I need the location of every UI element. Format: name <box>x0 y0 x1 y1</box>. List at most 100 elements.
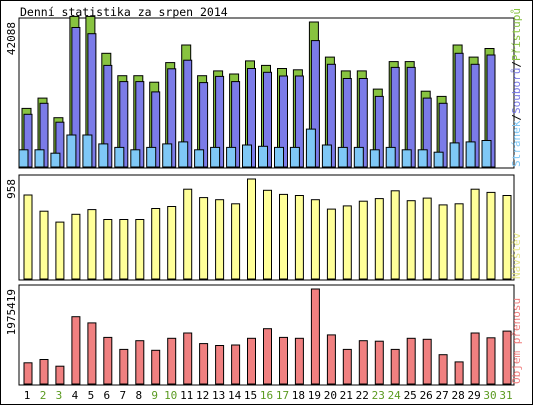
legend-middle: Návštěv <box>510 232 523 279</box>
bar-objem-p-enosu-27 <box>438 354 448 385</box>
bar-str-nek-4 <box>66 134 77 168</box>
bar-n-v-t-v-6 <box>103 219 113 280</box>
legend-separator: / <box>510 61 523 68</box>
chart-title: Denní statistika za srpen 2014 <box>20 5 228 19</box>
x-tick-label-27: 27 <box>435 389 448 402</box>
bar-n-v-t-v-8 <box>135 219 145 280</box>
bar-n-v-t-v-20 <box>326 208 336 280</box>
bar-str-nek-30 <box>481 140 492 168</box>
bar-n-v-t-v-23 <box>374 198 384 280</box>
x-tick-label-31: 31 <box>499 389 512 402</box>
bar-str-nek-8 <box>130 149 141 168</box>
bar-objem-p-enosu-17 <box>279 336 288 385</box>
x-tick-label-1: 1 <box>24 389 31 402</box>
bar-str-nek-16 <box>258 145 268 168</box>
bar-n-v-t-v-3 <box>55 221 65 280</box>
legend-bottom: Objem přenosu <box>510 298 523 384</box>
bar-objem-p-enosu-25 <box>406 337 416 385</box>
legend-entry: Přístupů <box>510 8 523 61</box>
legend-entry: Souborů <box>510 68 523 114</box>
x-tick-label-13: 13 <box>212 389 225 402</box>
bar-objem-p-enosu-18 <box>294 337 304 385</box>
bar-n-v-t-v-24 <box>390 190 400 280</box>
x-tick-label-4: 4 <box>72 389 79 402</box>
bar-objem-p-enosu-28 <box>454 361 464 385</box>
legend-top: Stránek/Souborů/Přístupů <box>510 8 523 167</box>
bar-n-v-t-v-14 <box>231 203 241 280</box>
bar-objem-p-enosu-31 <box>502 330 512 385</box>
bar-str-nek-12 <box>194 149 205 168</box>
bar-objem-p-enosu-7 <box>119 348 129 385</box>
y-max-label: 42088 <box>5 22 18 55</box>
bar-str-nek-7 <box>114 146 125 168</box>
bar-n-v-t-v-28 <box>454 203 464 280</box>
bar-n-v-t-v-30 <box>486 191 496 280</box>
bar-objem-p-enosu-26 <box>422 338 432 385</box>
x-tick-label-30: 30 <box>483 389 496 402</box>
bar-n-v-t-v-27 <box>438 204 448 280</box>
bar-objem-p-enosu-29 <box>470 332 480 385</box>
x-tick-label-7: 7 <box>119 389 126 402</box>
x-axis-labels: 1 2 3 4 5 6 7 8 9 10 11 12 13 14 15 16 17 18 19 20 21 22 23 24 2… <box>24 389 513 402</box>
bar-str-nek-14 <box>226 146 237 168</box>
x-tick-label-22: 22 <box>356 389 369 402</box>
legend-separator: / <box>510 114 523 121</box>
x-tick-label-14: 14 <box>228 389 242 402</box>
bar-n-v-t-v-5 <box>87 209 97 280</box>
x-tick-label-29: 29 <box>467 389 480 402</box>
bar-n-v-t-v-10 <box>167 206 177 280</box>
bar-str-nek-20 <box>321 144 332 168</box>
bar-str-nek-13 <box>210 146 221 168</box>
x-tick-label-20: 20 <box>324 389 337 402</box>
bar-n-v-t-v-1 <box>23 194 33 280</box>
bar-objem-p-enosu-22 <box>358 340 368 385</box>
bar-n-v-t-v-17 <box>279 193 288 280</box>
bar-objem-p-enosu-2 <box>39 359 49 385</box>
bar-n-v-t-v-26 <box>422 197 432 280</box>
bar-str-nek-5 <box>82 134 93 168</box>
bar-objem-p-enosu-3 <box>55 365 65 385</box>
x-tick-label-24: 24 <box>388 389 402 402</box>
bar-str-nek-11 <box>178 141 189 168</box>
bar-str-nek-24 <box>385 146 396 168</box>
bar-n-v-t-v-29 <box>470 188 480 280</box>
bar-n-v-t-v-19 <box>310 199 320 280</box>
x-tick-label-5: 5 <box>88 389 95 402</box>
bar-objem-p-enosu-23 <box>374 340 384 385</box>
bar-n-v-t-v-25 <box>406 200 416 280</box>
x-tick-label-15: 15 <box>244 389 257 402</box>
x-tick-label-18: 18 <box>292 389 305 402</box>
bar-str-nek-1 <box>18 149 29 168</box>
x-tick-label-12: 12 <box>196 389 209 402</box>
bar-n-v-t-v-31 <box>502 195 512 280</box>
bar-str-nek-26 <box>417 149 428 168</box>
bar-objem-p-enosu-15 <box>247 337 256 385</box>
x-tick-label-17: 17 <box>276 389 289 402</box>
bar-str-nek-6 <box>98 143 109 168</box>
bar-n-v-t-v-2 <box>39 210 49 280</box>
x-tick-label-9: 9 <box>151 389 158 402</box>
bar-n-v-t-v-18 <box>294 195 304 280</box>
bar-str-nek-19 <box>305 128 316 168</box>
bar-str-nek-2 <box>34 149 45 168</box>
legend-entry: Stránek <box>510 120 523 167</box>
bar-objem-p-enosu-16 <box>263 328 272 385</box>
bar-n-v-t-v-16 <box>263 189 272 280</box>
x-tick-label-19: 19 <box>308 389 321 402</box>
bar-str-nek-22 <box>353 146 364 168</box>
x-tick-label-21: 21 <box>340 389 353 402</box>
bar-str-nek-29 <box>465 141 476 168</box>
bar-objem-p-enosu-14 <box>231 344 241 385</box>
bar-objem-p-enosu-11 <box>183 332 193 385</box>
bar-objem-p-enosu-24 <box>390 348 400 385</box>
bar-n-v-t-v-15 <box>247 178 256 280</box>
bar-objem-p-enosu-30 <box>486 337 496 385</box>
bar-objem-p-enosu-9 <box>151 349 161 385</box>
bar-n-v-t-v-13 <box>215 199 225 280</box>
bar-str-nek-17 <box>274 146 284 168</box>
bar-str-nek-3 <box>50 152 61 168</box>
bar-str-nek-15 <box>242 144 252 168</box>
